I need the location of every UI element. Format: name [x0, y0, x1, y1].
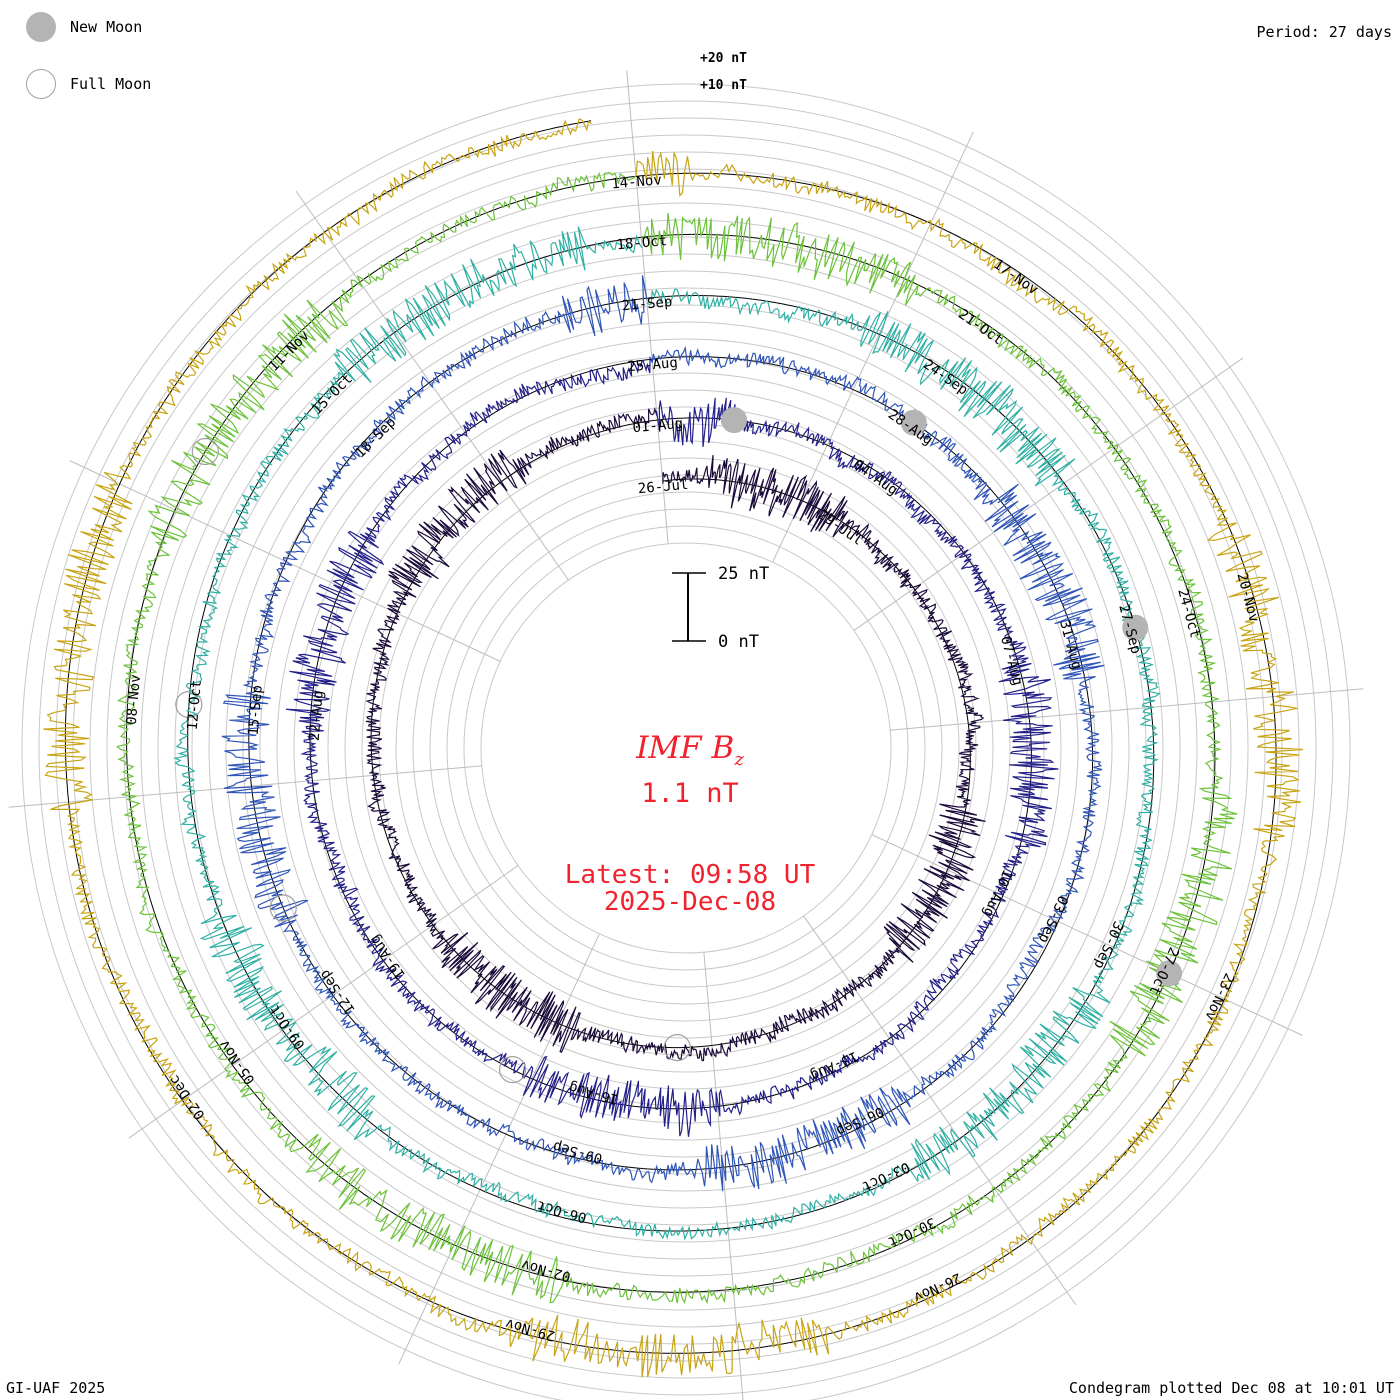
scale-bar-bottom-label: 0 nT: [718, 632, 759, 652]
grid-ring: [276, 338, 1096, 1158]
grid-ring: [191, 253, 1181, 1243]
grid-spoke: [626, 70, 669, 544]
legend-full-moon: Full Moon: [26, 69, 151, 99]
grid-ring: [242, 304, 1130, 1192]
date-label: 21-Oct: [955, 306, 1006, 348]
center-date: 2025-Dec-08: [603, 887, 777, 917]
bz-trace-cycle-2: [285, 355, 1059, 1137]
date-label: 16-Aug: [567, 1079, 620, 1108]
scale-plus20-label: +20 nT: [700, 51, 747, 66]
bz-trace-cycle-3: [221, 275, 1105, 1192]
period-label: Period: 27 days: [1256, 23, 1392, 41]
grid-ring: [429, 491, 943, 1005]
grid-spoke: [871, 834, 1303, 1036]
date-label: 01-Aug: [632, 416, 684, 436]
bz-trace-cycle-5: [116, 171, 1238, 1305]
center-value: 1.1 nT: [641, 778, 739, 809]
grid-ring: [106, 168, 1266, 1328]
full-moon-marker: [175, 690, 203, 719]
grid-ring: [123, 185, 1249, 1311]
date-label: 22-Aug: [307, 690, 327, 742]
full-moon-marker: [269, 894, 297, 922]
legend-full-moon-label: Full Moon: [70, 75, 152, 93]
scale-bar-top-label: 25 nT: [718, 564, 769, 584]
cycle-baseline: [126, 175, 1216, 1293]
full-moon-marker: [498, 1056, 527, 1084]
grid-ring: [174, 236, 1198, 1260]
date-label: 08-Nov: [124, 674, 144, 726]
full-moon-icon: [26, 69, 56, 99]
legend-new-moon: New Moon: [26, 12, 142, 42]
date-label: 26-Nov: [911, 1269, 964, 1305]
grid-spoke: [772, 131, 974, 563]
date-label: 17-Nov: [990, 256, 1041, 298]
date-label: 02-Nov: [520, 1256, 573, 1285]
grid-ring: [208, 270, 1164, 1226]
grid-ring: [480, 542, 892, 954]
grid-ring: [446, 508, 926, 988]
grid-ring: [361, 423, 1011, 1073]
bz-trace-cycle-1: [365, 406, 986, 1062]
center-title: IMF Bz: [0, 730, 1380, 770]
grid-ring: [55, 117, 1317, 1379]
bz-trace-cycle-6: [43, 118, 1304, 1378]
date-label: 03-Oct: [859, 1158, 912, 1194]
grid-ring: [21, 83, 1351, 1400]
date-label: 14-Nov: [611, 172, 663, 192]
grid-spoke: [128, 865, 519, 1139]
grid-ring: [72, 134, 1300, 1362]
bz-trace-cycle-4: [173, 226, 1161, 1241]
scale-top: +20 nT +10 nT: [700, 51, 747, 93]
date-label: 21-Sep: [621, 294, 673, 314]
new-moon-marker: [900, 409, 927, 436]
date-label: 26-Jul: [637, 477, 689, 497]
date-label: 25-Aug: [627, 355, 679, 375]
full-moon-marker: [663, 1033, 691, 1062]
center-title-text: IMF B: [636, 730, 735, 766]
grid-ring: [463, 525, 909, 971]
new-moon-icon: [26, 12, 56, 42]
date-label: 23-Nov: [1201, 970, 1237, 1023]
scale-plus10-label: +10 nT: [700, 78, 747, 93]
full-moon-marker: [191, 437, 219, 466]
scale-bar: 25 nT 0 nT: [672, 564, 769, 652]
legend-new-moon-label: New Moon: [70, 18, 143, 36]
cycle-baseline: [370, 419, 971, 1049]
date-label: 19-Aug: [367, 931, 409, 982]
moon-markers: [175, 407, 1183, 1084]
grid-spoke: [703, 952, 744, 1400]
center-title-subscript: z: [734, 749, 744, 771]
footer-plotted: Condegram plotted Dec 08 at 10:01 UT: [1068, 1379, 1394, 1397]
new-moon-marker: [1156, 960, 1183, 987]
date-label: 13-Aug: [808, 1048, 861, 1084]
new-moon-marker: [721, 407, 748, 434]
date-label: 12-Oct: [185, 679, 205, 731]
grid-spoke: [890, 688, 1364, 731]
bz-traces: [43, 118, 1304, 1378]
footer-credit: GI-UAF 2025: [6, 1379, 106, 1397]
date-label: 18-Oct: [616, 233, 668, 253]
grid-spoke: [398, 933, 600, 1365]
grid-ring: [38, 100, 1334, 1396]
date-label: 02-Dec: [166, 1072, 208, 1123]
grid-spoke: [803, 915, 1077, 1306]
center-latest: Latest: 09:58 UT: [564, 860, 816, 890]
new-moon-marker: [1122, 614, 1149, 641]
date-label: 29-Nov: [504, 1315, 557, 1344]
date-label: 15-Sep: [246, 684, 266, 736]
